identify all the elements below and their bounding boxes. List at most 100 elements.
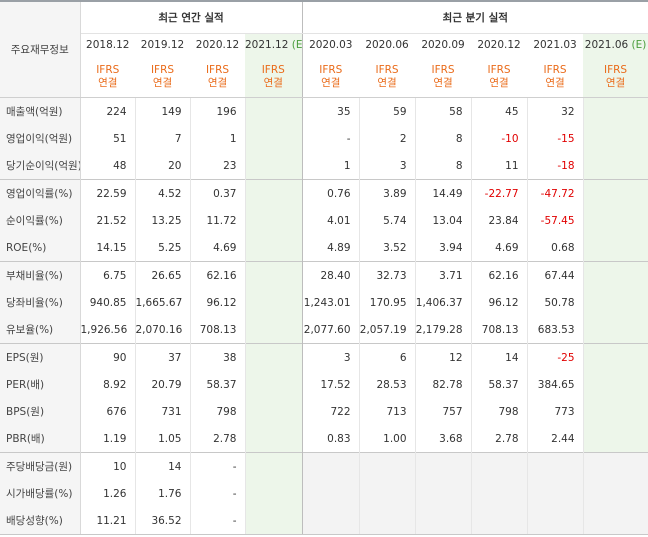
row-label: 당좌비율(%) <box>0 289 81 316</box>
ifrs-link[interactable]: IFRS 연결 <box>604 64 627 90</box>
quarter-value: 82.78 <box>415 371 472 398</box>
ifrs-label: IFRS <box>150 63 175 76</box>
consolidated-label: 연결 <box>377 76 397 89</box>
period-annual-1: 2019.12 <box>135 34 190 57</box>
ifrs-label: IFRS <box>261 63 285 76</box>
period-label: 2021.12 <box>245 39 289 51</box>
table-row: 영업이익률(%) 22.59 4.52 0.37 0.76 3.89 14.49 -22.77… <box>0 179 648 207</box>
table-row: 주당배당금(원) 10 14- <box>0 452 648 480</box>
ifrs-link[interactable]: IFRS 연결 <box>262 64 285 90</box>
quarter-value: 384.65 <box>527 371 584 398</box>
annual-value: - <box>190 452 246 480</box>
ifrs-link[interactable]: IFRS 연결 <box>487 64 510 90</box>
annual-value: 62.16 <box>190 261 246 289</box>
annual-value: 940.85 <box>80 289 136 316</box>
quarter-value: 1.00 <box>359 425 416 453</box>
quarter-value: 6 <box>359 343 416 371</box>
quarter-value: 0.83 <box>302 425 360 453</box>
quarter-value: 1 <box>302 152 360 180</box>
quarter-value: 96.12 <box>471 289 528 316</box>
annual-value: 1,665.67 <box>135 289 191 316</box>
annual-value <box>245 452 303 480</box>
row-label: 영업이익(억원) <box>0 125 81 152</box>
quarter-header: 최근 분기 실적 <box>302 0 648 34</box>
period-label: 2020.12 <box>477 39 521 51</box>
quarter-value <box>583 398 648 425</box>
quarter-value: 2 <box>359 125 416 152</box>
annual-value: - <box>190 480 246 507</box>
row-label: 유보율(%) <box>0 316 81 344</box>
annual-value: 731 <box>135 398 191 425</box>
quarter-value: 683.53 <box>527 316 584 344</box>
quarter-value <box>583 452 648 480</box>
quarter-value: 0.76 <box>302 179 360 207</box>
quarter-value: 28.40 <box>302 261 360 289</box>
ifrs-link[interactable]: IFRS 연결 <box>151 64 174 90</box>
quarter-value: 35 <box>302 97 360 125</box>
quarter-value: 8 <box>415 125 472 152</box>
quarter-value <box>583 507 648 535</box>
quarter-value <box>415 452 472 480</box>
quarter-value: 13.04 <box>415 207 472 234</box>
row-label: PER(배) <box>0 371 81 398</box>
period-quarter-5: 2021.06 (E) <box>583 33 648 56</box>
quarter-value: 8 <box>415 152 472 180</box>
table-row: 시가배당률(%) 1.26 1.76- <box>0 480 648 507</box>
row-label: BPS(원) <box>0 398 81 425</box>
consolidated-label: 연결 <box>545 76 565 89</box>
annual-value: 20.79 <box>135 371 191 398</box>
annual-value: 26.65 <box>135 261 191 289</box>
annual-value: 13.25 <box>135 207 191 234</box>
ifrs-link[interactable]: IFRS 연결 <box>96 64 119 90</box>
quarter-value: 757 <box>415 398 472 425</box>
quarter-value <box>583 480 648 507</box>
quarter-value <box>583 261 648 289</box>
row-label: 시가배당률(%) <box>0 480 81 507</box>
annual-value: 196 <box>190 97 246 125</box>
annual-value: 48 <box>80 152 136 180</box>
quarter-value: 58 <box>415 97 472 125</box>
quarter-value: 62.16 <box>471 261 528 289</box>
annual-value: 14.15 <box>80 234 136 262</box>
annual-value: 14 <box>135 452 191 480</box>
ifrs-header-row: IFRS 연결 IFRS 연결 IFRS 연결 IFRS 연결 IFRS 연결 IFRS 연결 IFRS… <box>0 56 648 98</box>
ifrs-link[interactable]: IFRS 연결 <box>319 64 342 90</box>
annual-value: 38 <box>190 343 246 371</box>
annual-value <box>245 234 303 262</box>
ifrs-cell: IFRS 연결 <box>190 56 245 98</box>
ifrs-link[interactable]: IFRS 연결 <box>543 64 566 90</box>
period-label: 2020.03 <box>309 39 353 51</box>
table-row: 당좌비율(%) 940.85 1,665.67 96.12 1,243.01 170.95… <box>0 289 648 316</box>
annual-value: 798 <box>190 398 246 425</box>
ifrs-link[interactable]: IFRS 연결 <box>206 64 229 90</box>
annual-value: 224 <box>80 97 136 125</box>
annual-value: 1.05 <box>135 425 191 453</box>
period-header-row: 2018.12 2019.12 2020.12 2021.12 (E) 2020.03 2… <box>0 33 648 57</box>
annual-value: 4.69 <box>190 234 246 262</box>
table-row: 순이익률(%) 21.52 13.25 11.72 4.01 5.74 13.04 23.84… <box>0 207 648 234</box>
quarter-value <box>471 480 528 507</box>
quarter-value <box>583 234 648 262</box>
quarter-value: 32 <box>527 97 584 125</box>
quarter-value: 3.94 <box>415 234 472 262</box>
quarter-value <box>527 480 584 507</box>
ifrs-link[interactable]: IFRS 연결 <box>375 64 398 90</box>
quarter-value <box>359 452 416 480</box>
quarter-value <box>583 97 648 125</box>
annual-value: 708.13 <box>190 316 246 344</box>
annual-value <box>245 152 303 180</box>
period-quarter-3: 2020.12 <box>471 34 527 57</box>
consolidated-label: 연결 <box>605 76 626 89</box>
quarter-value: 45 <box>471 97 528 125</box>
quarter-value: -15 <box>527 125 584 152</box>
annual-value: 20 <box>135 152 191 180</box>
ifrs-link[interactable]: IFRS 연결 <box>431 64 454 90</box>
annual-value <box>245 125 303 152</box>
quarter-value: 2,077.60 <box>302 316 360 344</box>
row-label: 순이익률(%) <box>0 207 81 234</box>
period-quarter-1: 2020.06 <box>359 34 415 57</box>
ifrs-cell: IFRS 연결 <box>302 56 360 98</box>
quarter-value: 798 <box>471 398 528 425</box>
annual-value: 96.12 <box>190 289 246 316</box>
period-label: 2020.09 <box>421 39 465 51</box>
